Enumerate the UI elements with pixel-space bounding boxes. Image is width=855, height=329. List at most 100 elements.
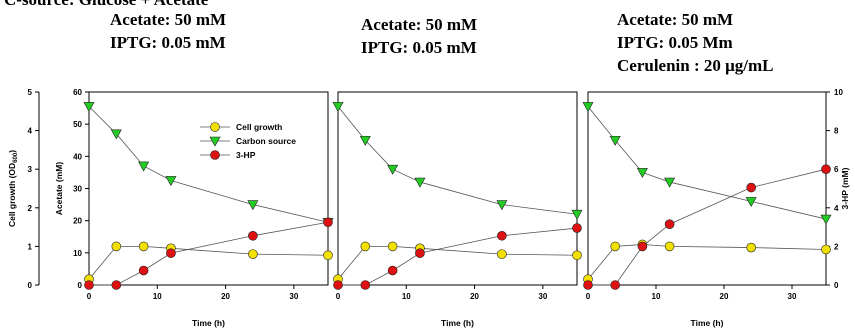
x-axis-tick-label: 0 xyxy=(586,292,591,301)
panel-2-point-carbon-source xyxy=(414,177,426,188)
acetate-axis-tick-label: 10 xyxy=(73,249,82,258)
panel-2-point-cell-growth xyxy=(360,241,371,252)
acetate-axis-label: Acetate (mM) xyxy=(54,162,64,216)
panel-3-point-3-hp xyxy=(821,164,831,174)
panel-3-frame xyxy=(587,91,827,286)
panel-1-point-3-hp xyxy=(166,248,176,258)
panel-3-point-3-hp xyxy=(610,280,621,290)
left-axis-label: Cell growth (OD600) xyxy=(7,150,19,227)
acetate-axis-tick-label: 30 xyxy=(73,185,82,194)
panel-3-point-carbon-source xyxy=(745,197,757,207)
panel-3-caption-line-2: IPTG: 0.05 Mm xyxy=(617,33,733,52)
panel-2-point-cell-growth xyxy=(497,249,507,259)
panel-1-series-line-cell-growth xyxy=(88,245,329,280)
legend-marker xyxy=(210,122,220,132)
panel-1-point-carbon-source xyxy=(138,161,150,172)
panel-2-x-axis-label: Time (h) xyxy=(441,318,474,328)
panel-2-series-line-3-hp xyxy=(338,227,578,286)
panel-2-point-cell-growth xyxy=(572,250,582,261)
acetate-axis-tick-label: 60 xyxy=(73,88,82,97)
x-axis-tick-label: 10 xyxy=(153,292,162,301)
x-axis-tick-label: 20 xyxy=(720,292,729,301)
panel-2-series-line-carbon-source xyxy=(337,106,578,215)
panel-2-caption-line-1: Acetate: 50 mM xyxy=(361,15,477,34)
panel-1-point-3-hp xyxy=(138,265,149,276)
panel-1-point-3-hp xyxy=(248,230,258,241)
panel-1-x-axis-label: Time (h) xyxy=(192,318,225,328)
panel-1-point-cell-growth xyxy=(323,250,333,261)
right-axis-tick-label: 10 xyxy=(834,88,843,97)
x-axis-tick-label: 10 xyxy=(652,292,661,301)
panel-3-point-cell-growth xyxy=(821,244,831,255)
right-axis-tick-label: 8 xyxy=(834,127,839,136)
panel-1-point-carbon-source xyxy=(247,200,259,211)
left-axis-tick-label: 3 xyxy=(28,165,33,174)
legend-marker xyxy=(209,136,221,147)
panel-2-point-3-hp xyxy=(387,265,398,276)
panel-2-point-carbon-source xyxy=(496,200,508,211)
panel-3-point-3-hp xyxy=(746,182,757,193)
panel-1-point-cell-growth xyxy=(138,241,149,252)
acetate-axis-tick-label: 20 xyxy=(73,217,82,226)
panel-3-series-line-cell-growth xyxy=(587,244,827,280)
panel-3-point-3-hp xyxy=(637,241,648,252)
panel-1-point-carbon-source xyxy=(110,129,122,140)
x-axis-tick-label: 0 xyxy=(87,292,92,301)
panel-3-point-3-hp xyxy=(664,219,675,230)
panel-3-point-carbon-source xyxy=(664,177,676,188)
panel-2-frame xyxy=(337,91,578,286)
right-axis-tick-label: 4 xyxy=(834,204,839,213)
panel-3-point-carbon-source xyxy=(636,168,648,179)
panel-3-x-axis-label: Time (h) xyxy=(691,318,724,328)
panel-3-series-line-carbon-source xyxy=(587,106,827,220)
left-axis-tick-label: 1 xyxy=(28,242,33,251)
acetate-axis-tick-label: 0 xyxy=(78,281,83,290)
panel-1-series-line-3-hp xyxy=(89,221,329,286)
panel-3-caption-line-3: Cerulenin : 20 μg/mL xyxy=(617,56,774,75)
legend-label: 3-HP xyxy=(236,150,256,160)
x-axis-tick-label: 10 xyxy=(402,292,411,301)
acetate-axis-tick-label: 50 xyxy=(73,120,82,129)
panel-1-point-carbon-source xyxy=(165,176,177,187)
right-axis-tick-label: 0 xyxy=(834,281,839,290)
panel-2-point-cell-growth xyxy=(387,241,398,252)
x-axis-tick-label: 20 xyxy=(221,292,230,301)
right-axis-label: 3-HP (mM) xyxy=(840,167,850,209)
panel-3-point-carbon-source xyxy=(820,214,832,225)
panel-2-point-3-hp xyxy=(333,280,343,290)
panel-1-point-carbon-source xyxy=(83,102,95,113)
x-axis-tick-label: 0 xyxy=(336,292,341,301)
panel-2-series-line-cell-growth xyxy=(337,245,578,280)
panel-2-point-carbon-source xyxy=(387,164,399,175)
legend-label: Carbon source xyxy=(236,136,296,146)
panel-2-point-carbon-source xyxy=(332,102,344,113)
x-axis-tick-label: 30 xyxy=(788,292,797,301)
panel-3-point-carbon-source xyxy=(582,102,594,113)
panel-3-caption-line-1: Acetate: 50 mM xyxy=(617,10,733,29)
left-axis-tick-label: 4 xyxy=(28,127,33,136)
panel-2-point-carbon-source xyxy=(359,135,371,146)
panel-1-point-cell-growth xyxy=(111,241,122,252)
panel-1-point-3-hp xyxy=(323,217,333,228)
panel-2-point-3-hp xyxy=(497,230,507,241)
panel-3-point-cell-growth xyxy=(746,242,757,253)
panel-3-point-cell-growth xyxy=(664,241,675,252)
x-axis-tick-label: 30 xyxy=(289,292,298,301)
panel-1-series-line-carbon-source xyxy=(88,106,329,223)
x-axis-tick-label: 30 xyxy=(538,292,547,301)
left-axis-tick-label: 0 xyxy=(28,281,33,290)
panel-2-point-3-hp xyxy=(360,280,371,290)
panel-1-caption-line-2: IPTG: 0.05 mM xyxy=(110,33,226,52)
acetate-axis-tick-label: 40 xyxy=(73,152,82,161)
panel-2-caption-line-2: IPTG: 0.05 mM xyxy=(361,38,477,57)
right-axis-tick-label: 2 xyxy=(834,242,839,251)
x-axis-tick-label: 20 xyxy=(470,292,479,301)
legend-label: Cell growth xyxy=(236,122,282,132)
panel-2-point-3-hp xyxy=(415,248,425,258)
panel-3-point-carbon-source xyxy=(609,135,621,146)
left-axis-tick-label: 5 xyxy=(28,88,33,97)
panel-3-point-cell-growth xyxy=(610,241,621,252)
right-axis-tick-label: 6 xyxy=(834,165,839,174)
panel-1-point-cell-growth xyxy=(248,249,258,259)
